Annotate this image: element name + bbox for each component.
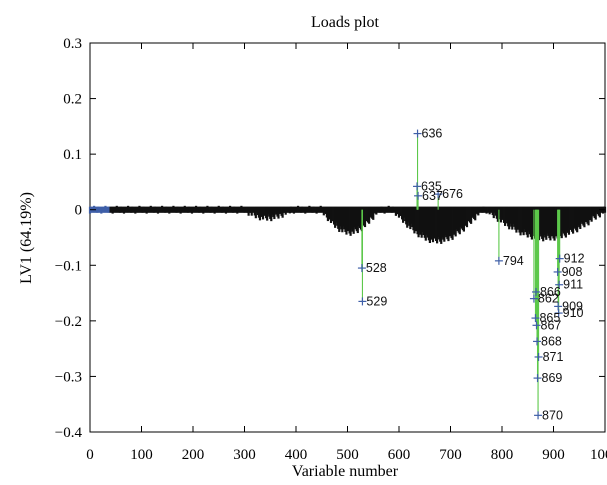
point-label: 910 <box>563 306 584 320</box>
y-tick-label: 0 <box>75 203 83 219</box>
y-tick-label: −0.2 <box>55 314 82 330</box>
y-axis-ticks: 0.3 0.2 0.1 0 −0.1 −0.2 −0.3 −0.4 <box>55 36 605 441</box>
x-tick-label: 600 <box>388 447 411 463</box>
x-tick-label: 100 <box>130 447 153 463</box>
point-label: 912 <box>564 252 585 266</box>
chart-title: Loads plot <box>311 14 380 31</box>
point-label: 636 <box>422 127 443 141</box>
x-tick-label: 0 <box>86 447 94 463</box>
point-label: 868 <box>541 334 562 348</box>
y-tick-label: −0.3 <box>55 369 82 385</box>
y-tick-label: 0.3 <box>63 36 82 52</box>
point-label: 637 <box>422 189 443 203</box>
point-label: 909 <box>562 299 583 313</box>
point-label: 908 <box>562 265 583 279</box>
point-label: 528 <box>366 261 387 275</box>
y-tick-label: 0.2 <box>63 92 82 108</box>
point-label: 911 <box>563 278 583 292</box>
point-label: 867 <box>541 318 562 332</box>
point-label: 794 <box>503 254 524 268</box>
point-label: 865 <box>539 311 560 325</box>
y-tick-label: 0.1 <box>63 147 82 163</box>
point-label: 635 <box>421 179 442 193</box>
x-tick-label: 400 <box>285 447 308 463</box>
x-axis-ticks: 0 100 200 300 400 500 600 700 800 900 1000 <box>86 43 607 463</box>
x-axis-title: Variable number <box>292 463 399 480</box>
x-tick-label: 800 <box>491 447 514 463</box>
x-tick-label: 200 <box>182 447 205 463</box>
point-label: 871 <box>543 350 564 364</box>
point-label: 529 <box>366 294 387 308</box>
y-axis-title: LV1 (64.19%) <box>18 192 35 284</box>
x-tick-label: 900 <box>542 447 565 463</box>
labeled-points <box>357 129 564 420</box>
dense-band <box>88 205 607 244</box>
x-tick-label: 500 <box>336 447 359 463</box>
point-label: 866 <box>540 285 561 299</box>
y-tick-label: −0.1 <box>55 258 82 274</box>
point-label: 676 <box>442 187 463 201</box>
point-label: 870 <box>542 408 563 422</box>
point-label: 862 <box>538 292 559 306</box>
x-tick-label: 1000 <box>590 447 607 463</box>
y-tick-label: −0.4 <box>55 425 83 441</box>
x-tick-label: 300 <box>233 447 256 463</box>
plot-frame <box>89 42 606 433</box>
point-label: 869 <box>542 371 563 385</box>
x-tick-label: 700 <box>439 447 462 463</box>
